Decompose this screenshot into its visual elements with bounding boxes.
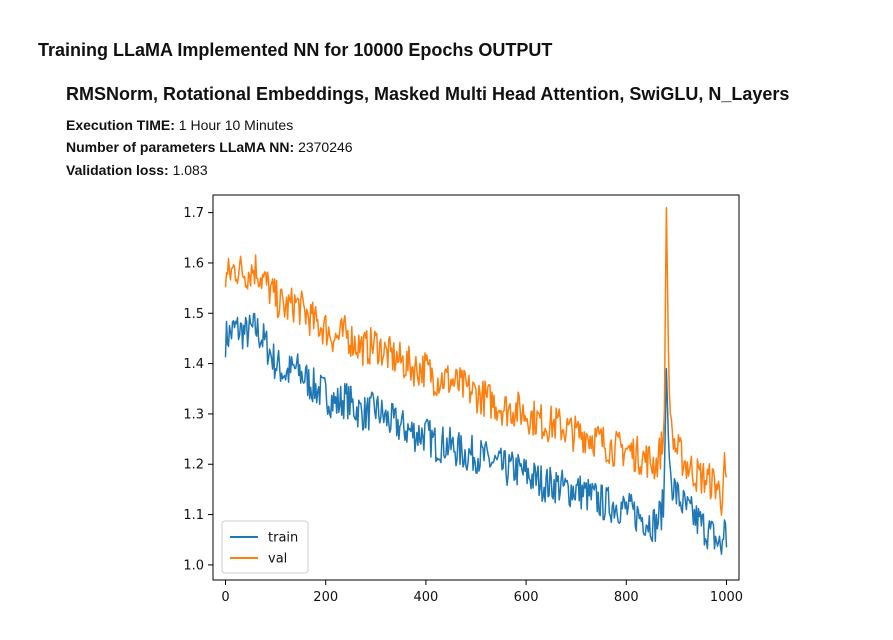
y-tick-label-1.6: 1.6 [183,256,204,271]
validation-loss-value: 1.083 [172,162,208,178]
validation-loss-label: Validation loss: [66,162,169,178]
x-tick-label-1000: 1000 [710,590,743,605]
parameter-count: Number of parameters LLaMA NN: 2370246 [66,139,353,155]
plot-frame [212,194,740,581]
y-tick-label-1.7: 1.7 [183,206,204,221]
execution-time-value: 1 Hour 10 Minutes [178,117,294,133]
page-subtitle: RMSNorm, Rotational Embeddings, Masked M… [66,84,790,104]
x-tick-label-0: 0 [221,590,229,605]
y-tick-label-1.1: 1.1 [183,508,204,523]
parameter-count-label: Number of parameters LLaMA NN: [66,139,295,155]
legend-label-val: val [268,552,287,567]
parameter-count-value: 2370246 [298,139,353,155]
series-line-val [224,206,728,516]
x-tick-label-800: 800 [614,590,639,605]
legend-box [221,520,309,574]
y-tick-label-1: 1.0 [183,558,204,573]
y-tick-label-1.2: 1.2 [183,458,204,473]
y-tick-label-1.5: 1.5 [183,307,204,322]
series-line-train [224,312,728,555]
validation-loss: Validation loss: 1.083 [66,162,208,178]
y-tick-label-1.3: 1.3 [183,407,204,422]
legend-label-train: train [268,531,298,546]
x-tick-label-200: 200 [313,590,338,605]
y-tick-label-1.4: 1.4 [183,357,204,372]
x-tick-label-600: 600 [514,590,539,605]
execution-time: Execution TIME: 1 Hour 10 Minutes [66,117,293,133]
x-tick-label-400: 400 [413,590,438,605]
execution-time-label: Execution TIME: [66,117,175,133]
page-title: Training LLaMA Implemented NN for 10000 … [38,40,553,60]
